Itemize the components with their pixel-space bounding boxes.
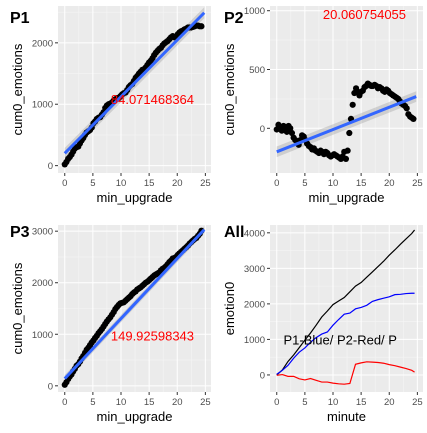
- x-tick-label: 5: [302, 178, 307, 189]
- plot-background: [270, 225, 423, 392]
- x-axis-title: minute: [327, 409, 366, 424]
- x-tick-label: 25: [200, 178, 211, 189]
- data-point: [342, 155, 350, 162]
- data-point: [287, 125, 294, 132]
- panel-p1: 0 5 10 15 20 25 0 1000 2000 84.071468364 min_upgra…: [10, 6, 211, 205]
- y-tick-label: 500: [249, 65, 265, 76]
- x-tick-label: 0: [62, 397, 67, 408]
- y-tick-label: 1000: [244, 6, 265, 17]
- x-axis-title: min_upgrade: [97, 190, 173, 205]
- x-tick-label: 0: [274, 178, 279, 189]
- y-axis-title: cum0_emotions: [10, 262, 25, 354]
- x-tick-label: 15: [356, 178, 367, 189]
- series-line: [276, 361, 415, 385]
- x-tick-label: 20: [172, 178, 183, 189]
- x-tick-label: 5: [90, 178, 95, 189]
- x-tick-label: 5: [90, 397, 95, 408]
- data-point: [403, 105, 410, 112]
- y-tick-label: 4000: [244, 228, 265, 239]
- y-axis-title: cum0_emotions: [222, 43, 237, 135]
- data-point: [410, 115, 417, 123]
- annotation-text: 149.92598343: [111, 328, 194, 343]
- y-tick-label: 2000: [32, 278, 53, 289]
- y-tick-label: 1000: [32, 330, 53, 341]
- x-tick-label: 20: [384, 397, 395, 408]
- panel-tag: P1: [10, 10, 30, 27]
- annotation-text: 20.060754055: [323, 7, 406, 22]
- x-axis-title: min_upgrade: [309, 190, 385, 205]
- x-tick-label: 25: [412, 397, 423, 408]
- data-point: [288, 129, 296, 137]
- plot-background: [58, 6, 211, 173]
- y-tick-label: 3000: [244, 264, 265, 275]
- annotation-text: 84.071468364: [111, 92, 194, 107]
- y-tick-label: 0: [260, 370, 265, 381]
- y-tick-label: 1000: [32, 100, 53, 111]
- y-tick-label: 0: [48, 161, 53, 172]
- plot-area: 84.071468364: [61, 7, 206, 168]
- x-tick-label: 10: [328, 178, 339, 189]
- x-tick-label: 15: [356, 397, 367, 408]
- plot-area: 149.92598343: [61, 226, 206, 388]
- panel-tag: All: [224, 224, 244, 241]
- trend-line: [63, 11, 206, 155]
- y-tick-label: 3000: [32, 227, 53, 238]
- data-point: [198, 23, 205, 30]
- data-point: [344, 147, 351, 154]
- trend-line: [276, 95, 417, 154]
- x-tick-label: 25: [412, 178, 423, 189]
- x-tick-label: 0: [62, 178, 67, 189]
- data-point: [349, 101, 356, 108]
- y-axis-title: cum0_emotions: [10, 43, 25, 135]
- x-tick-label: 20: [384, 178, 395, 189]
- panel-tag: P2: [224, 10, 244, 27]
- y-tick-label: 0: [260, 124, 265, 135]
- x-tick-label: 15: [144, 178, 155, 189]
- data-point: [346, 129, 353, 137]
- y-axis-title: emotion0: [222, 282, 237, 335]
- x-tick-label: 10: [328, 397, 339, 408]
- annotation-text: P1-Blue/ P2-Red/ P: [284, 333, 397, 348]
- panel-p2: 0 5 10 15 20 25 0 500 1000 20.060754055 min_upgrad…: [222, 6, 423, 205]
- y-tick-label: 2000: [32, 38, 53, 49]
- plot-area: 20.060754055: [273, 7, 417, 162]
- y-tick-label: 1000: [244, 335, 265, 346]
- plot-area: P1-Blue/ P2-Red/ P: [276, 229, 416, 385]
- x-tick-label: 10: [116, 397, 127, 408]
- x-tick-label: 15: [144, 397, 155, 408]
- x-tick-label: 0: [274, 397, 279, 408]
- x-tick-label: 10: [116, 178, 127, 189]
- x-tick-label: 5: [302, 397, 307, 408]
- y-tick-label: 0: [48, 381, 53, 392]
- y-tick-label: 2000: [244, 299, 265, 310]
- x-axis-title: min_upgrade: [97, 409, 173, 424]
- panel-tag: P3: [10, 224, 30, 241]
- panel-p3: 0 5 10 15 20 25 0 1000 2000 3000 149.92598343 min_u…: [10, 224, 211, 424]
- trend-line: [63, 228, 206, 380]
- x-tick-label: 25: [200, 397, 211, 408]
- series-line: [276, 292, 415, 375]
- panel-all: 0 5 10 15 20 25 0 1000 2000 3000 4000 P1-Blue/ P2-R…: [222, 224, 423, 424]
- series-line: [276, 229, 416, 376]
- x-tick-label: 20: [172, 397, 183, 408]
